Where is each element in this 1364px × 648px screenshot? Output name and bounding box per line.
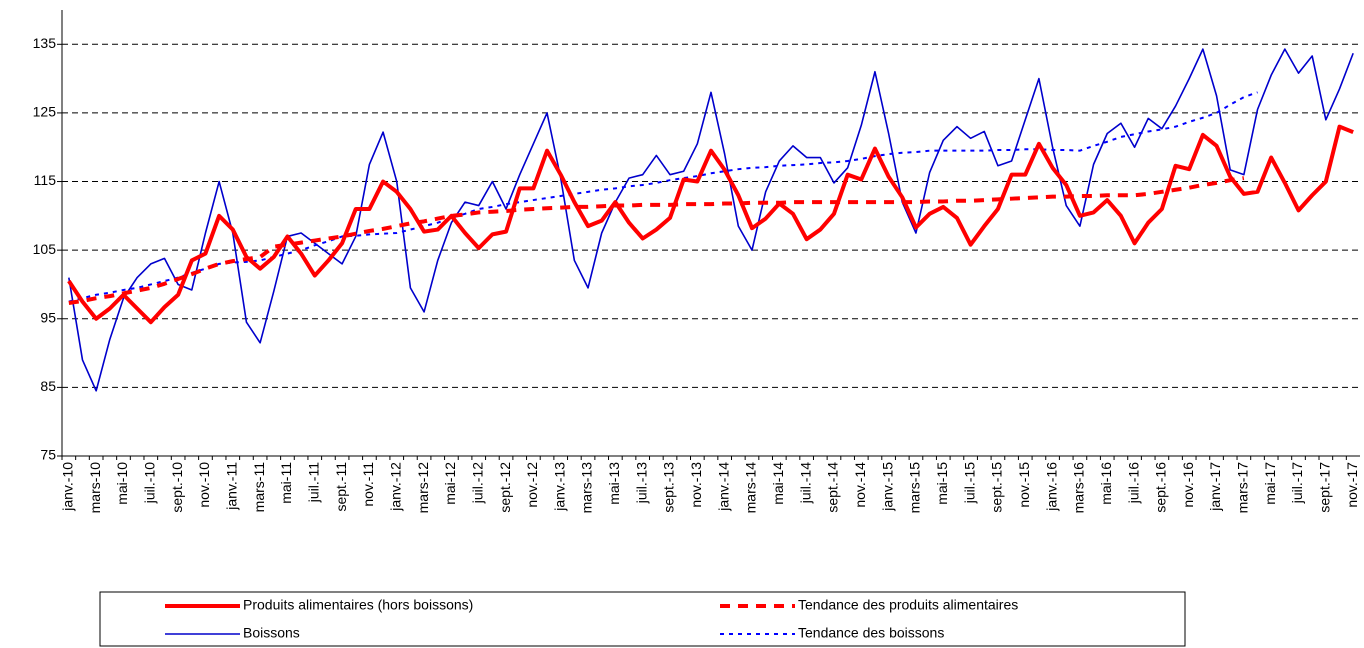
x-tick-label: nov.-13	[688, 462, 704, 508]
x-tick-label: mai-12	[442, 462, 458, 505]
legend-label: Boissons	[243, 625, 300, 641]
x-tick-label: sept.-11	[333, 462, 349, 512]
legend-box	[99, 591, 1186, 647]
x-tick-label: mars-12	[415, 462, 431, 514]
x-tick-label: janv.-11	[223, 462, 239, 511]
x-tick-label: juil.-11	[305, 462, 321, 503]
x-tick-label: sept.-17	[1317, 462, 1333, 513]
x-tick-label: juil.-14	[797, 462, 813, 504]
x-tick-label: mars-13	[579, 462, 595, 514]
x-tick-label: mai-11	[278, 462, 294, 504]
x-tick-label: nov.-16	[1180, 462, 1196, 508]
x-tick-label: mai-10	[114, 462, 130, 505]
y-tick-label: 85	[40, 378, 56, 394]
x-tick-label: sept.-15	[989, 462, 1005, 513]
x-tick-label: juil.-17	[1289, 462, 1305, 504]
x-tick-label: juil.-10	[142, 462, 158, 504]
y-tick-label: 75	[40, 447, 56, 463]
x-tick-label: sept.-10	[169, 462, 185, 513]
x-tick-label: mars-10	[87, 462, 103, 514]
series-line	[67, 124, 1354, 325]
series-line	[68, 48, 1354, 392]
y-tick-label: 95	[40, 309, 56, 325]
legend-label: Tendance des boissons	[798, 625, 944, 641]
y-tick-label: 105	[33, 241, 57, 257]
x-tick-label: janv.-10	[60, 462, 76, 512]
x-tick-label: janv.-13	[551, 462, 567, 512]
x-tick-label: mars-14	[743, 462, 759, 514]
x-tick-label: juil.-12	[469, 462, 485, 504]
x-tick-label: mai-16	[1098, 462, 1114, 505]
x-tick-label: sept.-12	[497, 462, 513, 513]
x-tick-label: sept.-14	[825, 462, 841, 513]
x-tick-label: mai-17	[1262, 462, 1278, 505]
legend-label: Tendance des produits alimentaires	[798, 597, 1018, 613]
x-tick-label: janv.-16	[1043, 462, 1059, 512]
y-tick-label: 115	[34, 172, 57, 188]
x-tick-label: nov.-11	[360, 462, 376, 507]
x-tick-label: mars-15	[907, 462, 923, 514]
x-tick-label: mars-16	[1071, 462, 1087, 514]
x-tick-label: nov.-17	[1344, 462, 1360, 508]
x-tick-label: nov.-10	[196, 462, 212, 508]
x-tick-label: mars-17	[1235, 462, 1251, 514]
x-tick-label: juil.-16	[1125, 462, 1141, 504]
x-tick-label: sept.-13	[661, 462, 677, 513]
x-tick-label: juil.-15	[961, 462, 977, 504]
x-tick-label: mai-14	[770, 462, 786, 505]
x-tick-label: janv.-17	[1207, 462, 1223, 512]
series-line	[68, 91, 1258, 303]
y-tick-label: 125	[33, 104, 57, 120]
y-tick-label: 135	[33, 35, 57, 51]
x-tick-label: janv.-14	[715, 462, 731, 512]
x-tick-label: mai-15	[934, 462, 950, 505]
x-tick-label: sept.-16	[1153, 462, 1169, 513]
x-tick-label: janv.-12	[387, 462, 403, 512]
series-line	[68, 176, 1245, 305]
x-tick-label: nov.-14	[852, 462, 868, 508]
x-tick-label: juil.-13	[633, 462, 649, 504]
x-tick-label: mai-13	[606, 462, 622, 505]
legend-label: Produits alimentaires (hors boissons)	[243, 597, 473, 613]
x-tick-label: nov.-15	[1016, 462, 1032, 508]
x-tick-label: nov.-12	[524, 462, 540, 508]
x-tick-label: janv.-15	[879, 462, 895, 512]
x-tick-label: mars-11	[251, 462, 267, 513]
